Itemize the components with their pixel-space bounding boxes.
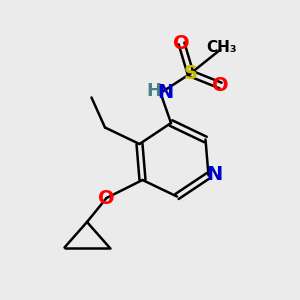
Text: H: H [146, 82, 161, 100]
Text: O: O [173, 34, 190, 53]
Text: N: N [206, 164, 222, 184]
Text: CH₃: CH₃ [207, 40, 237, 56]
Text: N: N [157, 83, 173, 103]
Text: O: O [212, 76, 229, 95]
Text: S: S [184, 64, 197, 83]
Text: O: O [98, 188, 115, 208]
